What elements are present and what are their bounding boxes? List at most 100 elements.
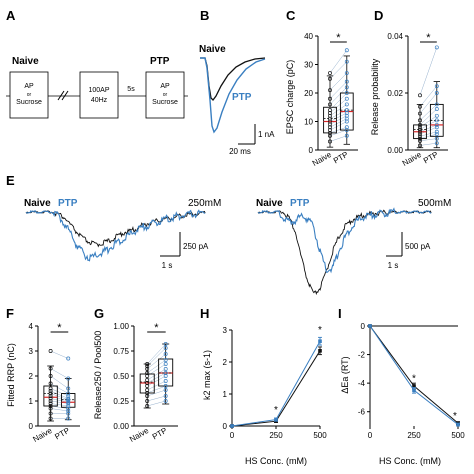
panel-e-traces: E Naive PTP 250mM 250 pA 1 s Naive PTP 5… — [6, 173, 451, 296]
significance-star: * — [412, 374, 416, 385]
paired-line — [147, 375, 166, 387]
data-point — [163, 399, 168, 403]
data-point — [145, 364, 150, 368]
data-point — [344, 110, 349, 115]
panel-g-letter: G — [94, 306, 104, 321]
y-tick-label: 1 — [29, 397, 34, 406]
paired-line — [147, 372, 166, 384]
data-point — [412, 388, 416, 393]
panel-i-letter: I — [338, 306, 342, 321]
data-point — [344, 116, 349, 121]
paired-line — [329, 112, 347, 122]
panel-f-axes: 0 1 2 3 4 Naive PTP * — [29, 322, 80, 444]
data-point — [344, 96, 349, 101]
paired-line — [419, 120, 437, 130]
data-point — [418, 127, 422, 132]
y-tick-label: 3 — [29, 347, 34, 356]
paired-line — [50, 375, 69, 389]
panel-h-xlabel: HS Conc. (mM) — [245, 456, 307, 466]
data-point — [434, 141, 439, 146]
data-point — [163, 362, 168, 366]
data-point — [48, 396, 53, 401]
panel-d-ylabel: Release probability — [370, 58, 380, 135]
x-tick-label: 0 — [230, 431, 235, 440]
data-point — [434, 129, 439, 134]
data-point — [328, 110, 332, 115]
data-point — [434, 91, 439, 95]
data-point — [368, 324, 372, 328]
data-point — [328, 133, 332, 138]
data-point — [328, 139, 332, 144]
data-point — [418, 104, 422, 109]
data-point — [344, 59, 349, 64]
data-point — [48, 411, 53, 416]
panel-b-ptp-label: PTP — [232, 92, 252, 103]
data-point — [344, 91, 349, 95]
data-point — [66, 386, 71, 391]
significance-star: * — [274, 405, 278, 416]
data-point — [163, 367, 168, 371]
panel-a-break-marks — [57, 90, 69, 101]
data-point — [344, 128, 349, 132]
paired-line — [147, 353, 166, 370]
significance-star: * — [336, 32, 341, 44]
panel-b-ptp-trace — [200, 57, 266, 134]
panel-a-box3 — [145, 71, 185, 119]
data-point — [163, 379, 168, 383]
y-tick-label: -2 — [358, 351, 366, 360]
data-point — [328, 71, 332, 76]
data-point — [66, 356, 71, 361]
data-point — [328, 130, 332, 135]
panel-f-ylabel: Fitted RRP (nC) — [6, 343, 16, 407]
y-tick-label: 0 — [223, 422, 228, 431]
data-point — [328, 128, 332, 132]
paired-line — [147, 380, 166, 391]
data-point — [66, 409, 71, 413]
paired-line — [50, 393, 69, 400]
data-point — [163, 346, 168, 350]
data-point — [344, 48, 349, 53]
data-point — [328, 88, 332, 93]
data-point — [66, 391, 71, 396]
data-point — [145, 371, 150, 375]
data-point — [145, 388, 150, 392]
data-point — [328, 119, 332, 124]
data-point — [434, 122, 439, 127]
panel-h-axes: 0 1 2 3 0 250 500 * * — [223, 325, 328, 440]
data-point — [328, 108, 332, 113]
trace-naive — [25, 210, 206, 248]
panel-e-left-ptp: PTP — [58, 198, 78, 209]
data-point — [66, 394, 71, 398]
paired-line — [419, 86, 437, 107]
significance-star: * — [57, 322, 62, 334]
data-point — [418, 122, 422, 127]
x-tick-label: 0 — [368, 431, 373, 440]
box-ptp — [61, 393, 76, 408]
data-point — [434, 136, 439, 141]
data-point — [328, 125, 332, 130]
y-tick-label: 4 — [29, 322, 34, 331]
x-category-label: Naive — [31, 426, 54, 444]
x-tick-label: 250 — [269, 431, 283, 440]
paired-line — [50, 350, 69, 359]
data-point — [418, 143, 422, 148]
data-point — [328, 96, 332, 101]
y-tick-label: 0.75 — [113, 347, 129, 356]
panel-g-ylabel: Release250 / Pool500 — [93, 331, 103, 420]
panel-g-axes: 0.00 0.25 0.50 0.75 1.00 Naive PTP * — [113, 322, 178, 444]
panel-e-left-conc: 250mM — [188, 198, 221, 209]
data-point — [418, 134, 422, 139]
data-point — [48, 381, 53, 386]
panel-e-letter: E — [6, 173, 15, 188]
data-point — [48, 374, 53, 378]
paired-line — [419, 138, 437, 142]
panel-b-traces: B Naive PTP 1 nA 20 ms — [199, 8, 275, 156]
data-point — [163, 342, 168, 346]
significance-star: * — [154, 322, 159, 334]
data-point — [344, 85, 349, 90]
paired-line — [147, 400, 166, 407]
data-point — [328, 76, 332, 81]
data-point — [434, 113, 439, 118]
paired-line — [419, 92, 437, 114]
